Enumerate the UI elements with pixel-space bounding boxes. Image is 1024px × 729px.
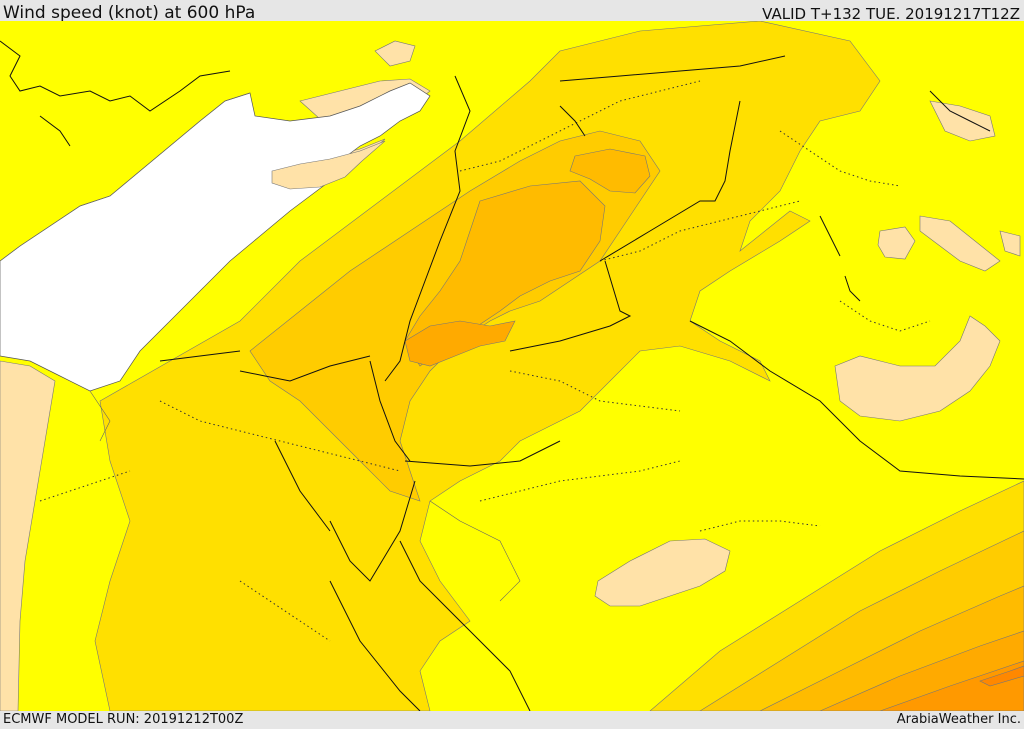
country-borders-solid — [0, 40, 1024, 711]
wind-band-5-patch — [404, 320, 516, 367]
credit: ArabiaWeather Inc. — [896, 712, 1021, 727]
valid-time: VALID T+132 TUE. 20191217T12Z — [762, 5, 1020, 23]
model-run: ECMWF MODEL RUN: 20191212T00Z — [3, 712, 244, 727]
sea-mask-cyprus-land — [271, 140, 386, 190]
country-borders-dotted — [39, 80, 931, 642]
wind-band-low-arabia — [594, 538, 731, 607]
wind-band-low-iran-1 — [877, 226, 916, 260]
map-title: Wind speed (knot) at 600 hPa — [3, 3, 256, 23]
wind-band-low-iraq — [834, 315, 1001, 422]
wind-band-low-turkey-1 — [374, 40, 416, 67]
wind-band-low-west — [0, 360, 56, 711]
wind-band-low-iran-3 — [999, 230, 1021, 257]
wind-speed-map — [0, 21, 1024, 711]
wind-band-low-northeast — [929, 100, 996, 142]
wind-band-4-northeast-patch — [569, 148, 651, 194]
wind-band-4-core — [404, 180, 606, 367]
wind-contours — [0, 92, 521, 602]
wind-band-2-main — [94, 21, 881, 711]
map-canvas — [0, 21, 1024, 711]
wind-band-6-southeast — [879, 660, 1024, 711]
wind-band-7-southeast — [979, 665, 1024, 687]
wind-band-low-iran-2 — [919, 215, 1001, 272]
